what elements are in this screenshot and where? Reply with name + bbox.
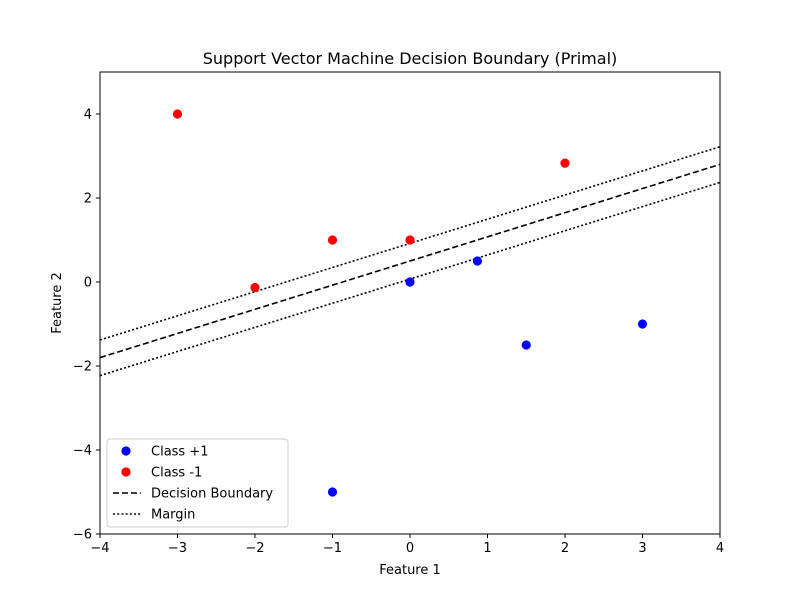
x-tick-label-4: 0 [406, 541, 414, 556]
legend-marker-0 [121, 446, 131, 456]
class-minus-point-0 [172, 109, 183, 119]
legend-marker-1 [121, 467, 131, 477]
class-plus-point-4 [327, 487, 338, 497]
x-tick-label-3: −1 [323, 541, 342, 556]
legend-box [106, 438, 289, 528]
x-tick-label-1: −3 [168, 541, 187, 556]
x-tick-label-8: 4 [716, 541, 724, 556]
x-tick-label-5: 1 [483, 541, 491, 556]
y-tick-label-1: −4 [73, 444, 92, 459]
legend-label-2: Decision Boundary [151, 487, 273, 502]
y-tick-label-4: 2 [84, 192, 92, 207]
decision-boundary-line [100, 163, 720, 359]
legend-label-3: Margin [151, 508, 195, 523]
class-minus-point-3 [405, 235, 415, 245]
class-plus-point-2 [521, 340, 531, 350]
y-axis-label: Feature 2 [50, 272, 65, 334]
x-tick-label-0: −4 [90, 541, 109, 556]
class-plus-point-1 [472, 256, 483, 266]
legend-label-0: Class +1 [151, 445, 209, 460]
y-tick-label-3: 0 [84, 276, 92, 291]
class-minus-point-4 [560, 158, 570, 168]
class-minus-point-1 [250, 282, 260, 293]
x-tick-label-7: 3 [638, 541, 646, 556]
y-tick-label-5: 4 [84, 108, 92, 123]
x-tick-label-2: −2 [245, 541, 264, 556]
y-tick-label-2: −2 [73, 360, 92, 375]
legend-label-1: Class -1 [151, 466, 202, 481]
class-minus-point-2 [327, 235, 338, 245]
class-plus-point-3 [637, 319, 648, 329]
x-tick-label-6: 2 [561, 541, 569, 556]
x-axis-label: Feature 1 [379, 563, 441, 578]
class-plus-point-0 [405, 277, 415, 287]
y-tick-label-0: −6 [73, 528, 92, 543]
chart-title: Support Vector Machine Decision Boundary… [203, 49, 618, 68]
